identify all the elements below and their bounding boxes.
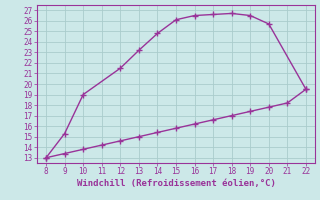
X-axis label: Windchill (Refroidissement éolien,°C): Windchill (Refroidissement éolien,°C) bbox=[76, 179, 276, 188]
